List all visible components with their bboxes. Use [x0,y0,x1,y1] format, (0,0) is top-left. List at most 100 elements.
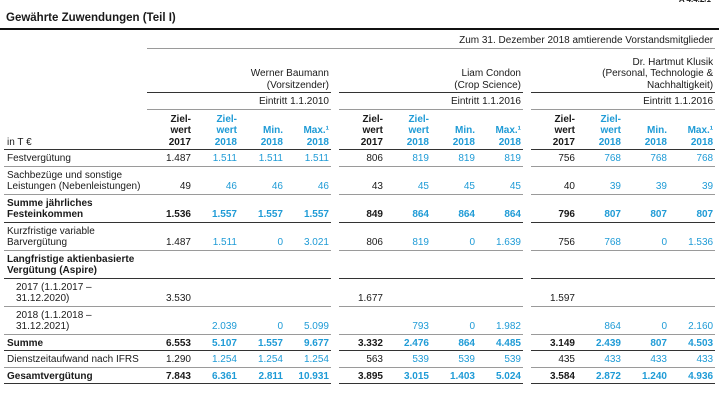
empty-cell [577,278,623,307]
column-header: Ziel-wert 2018 [193,109,239,150]
value-cell: 864 [431,194,477,223]
value-cell: 45 [477,166,523,195]
value-cell: 849 [339,194,385,223]
person-cell: Dr. Hartmut Klusik (Personal, Technologie… [531,48,715,93]
value-cell: 0 [623,306,669,335]
person-cell: Liam Condon (Crop Science) [339,48,523,93]
value-cell: 43 [339,166,385,195]
column-header-line: 2017 [168,136,191,148]
empty-cell [147,306,193,335]
row-label: Summe [4,334,147,351]
spacer [331,306,339,334]
value-cell: 1.557 [239,194,285,223]
spacer [523,367,531,384]
value-cell: 39 [623,166,669,195]
column-header: Min. 2018 [239,109,285,150]
empty-cell [385,250,431,279]
value-cell: 1.557 [285,194,331,223]
spacer [331,150,339,167]
column-header-line: Min. [647,125,667,136]
column-header: Max.¹ 2018 [477,109,523,150]
person-cell: Werner Baumann (Vorsitzender) [147,48,331,93]
value-cell: 9.677 [285,334,331,351]
value-cell: 2.039 [193,306,239,335]
value-cell: 806 [339,149,385,167]
empty-cell [239,278,285,307]
value-cell: 433 [623,350,669,368]
column-header-line: wert [554,125,575,136]
column-header-line: Min. [455,125,475,136]
compensation-table: Zum 31. Dezember 2018 amtierende Vorstan… [4,32,716,384]
spacer [331,194,339,222]
value-cell: 5.024 [477,367,523,384]
value-cell: 807 [623,334,669,351]
spacer [331,48,339,93]
value-cell: 7.843 [147,367,193,384]
value-cell: 3.530 [147,278,193,307]
empty-cell [4,32,147,48]
group-title: Zum 31. Dezember 2018 amtierende Vorstan… [147,32,716,49]
empty-cell [339,306,385,335]
value-cell: 6.553 [147,334,193,351]
column-header-line: 2018 [644,136,667,148]
empty-cell [669,278,716,307]
value-cell: 5.099 [285,306,331,335]
value-cell: 1.557 [239,334,285,351]
column-header-line: 2018 [306,136,329,148]
empty-cell [147,250,193,279]
value-cell: 1.487 [147,149,193,167]
column-header-line: wert [216,125,237,136]
column-header-line: wert [600,125,621,136]
value-cell: 1.536 [669,222,716,251]
column-header: Min. 2018 [623,109,669,150]
value-cell: 539 [431,350,477,368]
data-row: Summe jährliches Festeinkommen 1.536 1.557… [4,194,716,223]
value-cell: 0 [431,306,477,335]
value-cell: 1.403 [431,367,477,384]
unit: in T € [4,109,147,150]
value-cell: 3.332 [339,334,385,351]
empty-cell [193,250,239,279]
empty-cell [4,93,147,110]
spacer [331,351,339,368]
since: Eintritt 1.1.2016 [531,92,716,110]
value-cell: 45 [385,166,431,195]
value-cell: 806 [339,222,385,251]
column-header-line: Ziel- [362,113,383,125]
data-row: 2018 (1.1.2018 – 31.12.2021) 2.039 0 5.099 7… [4,306,716,335]
row-label: 2017 (1.1.2017 – 31.12.2020) [4,278,147,307]
value-cell: 5.107 [193,334,239,351]
person-name: Werner Baumann [250,68,329,79]
spacer [331,250,339,278]
value-cell: 768 [669,149,716,167]
column-header-line: Max.¹ [687,125,714,136]
column-header: Ziel-wert 2017 [147,109,193,150]
column-header-row: in T € Ziel-wert 2017 Ziel-wert 2018 Min. 2018… [4,109,716,150]
column-header-line: wert [408,125,429,136]
spacer [523,48,531,93]
title-rule [0,28,719,30]
value-cell: 0 [239,222,285,251]
header-row: Zum 31. Dezember 2018 amtierende Vorstan… [4,32,716,49]
spacer [523,222,531,250]
value-cell: 1.254 [285,350,331,368]
value-cell: 2.439 [577,334,623,351]
value-cell: 819 [431,149,477,167]
value-cell: 39 [577,166,623,195]
spacer [523,250,531,278]
value-cell: 1.290 [147,350,193,368]
column-header-line: 2018 [214,136,237,148]
value-cell: 563 [339,350,385,368]
value-cell: 1.254 [193,350,239,368]
empty-cell [531,250,577,279]
spacer [331,109,339,150]
empty-cell [285,250,331,279]
value-cell: 40 [531,166,577,195]
column-header-line: Ziel- [600,113,621,125]
empty-cell [431,250,477,279]
value-cell: 6.361 [193,367,239,384]
column-header: Max.¹ 2018 [669,109,716,150]
value-cell: 1.557 [193,194,239,223]
value-cell: 2.476 [385,334,431,351]
